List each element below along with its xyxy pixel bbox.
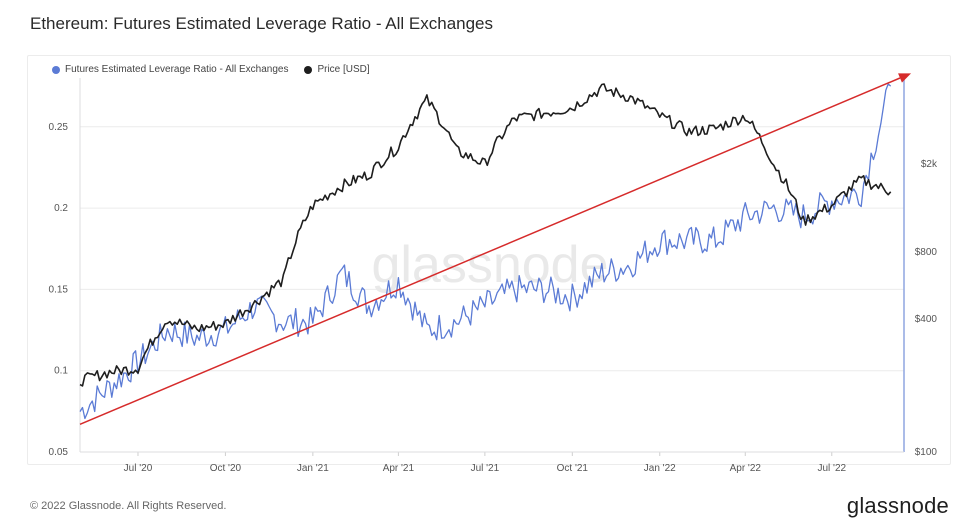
y-left-tick-label: 0.2 bbox=[54, 203, 68, 214]
y-right-tick-label: $100 bbox=[915, 447, 938, 458]
glassnode-logo: glassnode bbox=[846, 493, 949, 518]
legend-item-leverage[interactable]: Futures Estimated Leverage Ratio - All E… bbox=[52, 64, 288, 75]
legend: Futures Estimated Leverage Ratio - All E… bbox=[52, 64, 370, 75]
x-tick-label: Apr '22 bbox=[730, 463, 762, 474]
series bbox=[79, 83, 892, 420]
x-tick-label: Oct '20 bbox=[210, 463, 242, 474]
y-left-tick-label: 0.05 bbox=[49, 447, 69, 458]
x-tick-label: Oct '21 bbox=[557, 463, 589, 474]
legend-dot-leverage bbox=[52, 65, 60, 74]
legend-item-price[interactable]: Price [USD] bbox=[304, 64, 370, 75]
chart-title: Ethereum: Futures Estimated Leverage Rat… bbox=[30, 14, 494, 33]
legend-dot-price bbox=[304, 65, 313, 74]
chart-frame bbox=[27, 55, 951, 465]
axes: 0.05 0.1 0.15 0.2 0.25 $100 $400 $800 $2k Jul '20… bbox=[49, 78, 938, 474]
x-tick-label: Jan '21 bbox=[297, 463, 329, 474]
legend-label-leverage: Futures Estimated Leverage Ratio - All E… bbox=[65, 64, 289, 75]
x-tick-label: Apr '21 bbox=[383, 463, 415, 474]
x-tick-label: Jan '22 bbox=[644, 463, 676, 474]
y-left-tick-label: 0.25 bbox=[49, 122, 69, 133]
y-right-tick-label: $400 bbox=[915, 314, 938, 325]
x-tick-label: Jul '21 bbox=[471, 463, 500, 474]
legend-label-price: Price [USD] bbox=[317, 64, 370, 75]
y-right-tick-label: $800 bbox=[915, 247, 938, 258]
y-right-tick-label: $2k bbox=[921, 159, 938, 170]
x-tick-label: Jul '20 bbox=[124, 463, 153, 474]
y-left-tick-label: 0.15 bbox=[49, 284, 69, 295]
annotations bbox=[79, 73, 912, 426]
trend-arrow-head bbox=[898, 73, 912, 83]
copyright-footer: © 2022 Glassnode. All Rights Reserved. bbox=[30, 500, 227, 512]
trend-arrow-line bbox=[79, 77, 901, 426]
x-tick-label: Jul '22 bbox=[817, 463, 846, 474]
series-line-price bbox=[79, 83, 892, 387]
series-line-leverage bbox=[79, 83, 892, 420]
y-left-tick-label: 0.1 bbox=[54, 366, 68, 377]
